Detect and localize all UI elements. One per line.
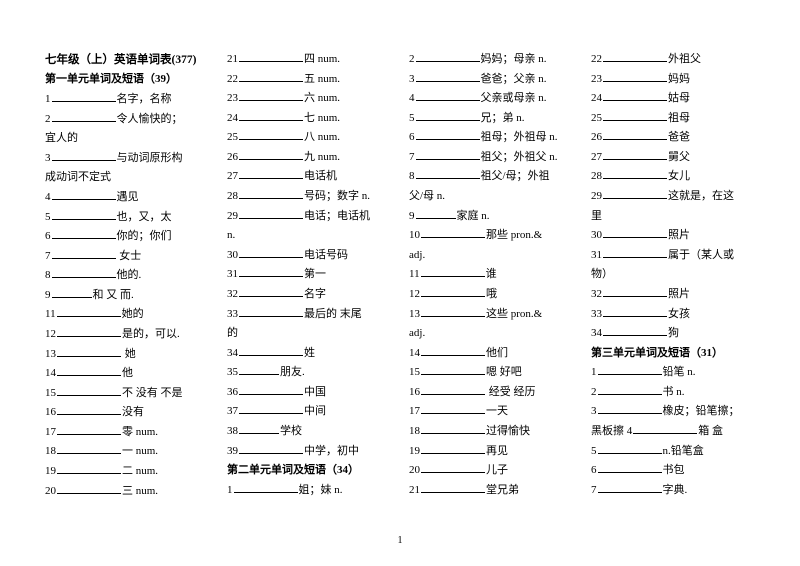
vocab-entry: 5兄；弟 n. — [409, 109, 573, 129]
vocab-entry: 29这就是，在这 — [591, 187, 755, 207]
vocab-entry: 18过得愉快 — [409, 422, 573, 442]
vocab-entry: 32照片 — [591, 285, 755, 305]
vocab-entry: 28女儿 — [591, 167, 755, 187]
vocab-entry: 7 女士 — [45, 247, 209, 267]
vocab-entry: 宜人的 — [45, 129, 209, 149]
vocab-entry: 7祖父；外祖父 n. — [409, 148, 573, 168]
vocab-entry: 33最后的 末尾 — [227, 305, 391, 325]
vocab-entry: 30电话号码 — [227, 246, 391, 266]
vocab-entry: 16 经受 经历 — [409, 383, 573, 403]
vocab-entry: 3橡皮；铅笔擦； — [591, 402, 755, 422]
vocab-entry: 16没有 — [45, 403, 209, 423]
vocab-entry: 4遇见 — [45, 188, 209, 208]
vocab-entry: 36中国 — [227, 383, 391, 403]
vocab-entry: 21四 num. — [227, 50, 391, 70]
vocab-entry: 34姓 — [227, 344, 391, 364]
page-container: 七年级（上）英语单词表(377)第一单元单词及短语（39）1名字，名称2令人愉快… — [0, 0, 800, 521]
vocab-entry: 28号码；数字 n. — [227, 187, 391, 207]
vocab-entry: 26爸爸 — [591, 128, 755, 148]
vocab-entry: 14他们 — [409, 344, 573, 364]
unit-3-heading: 第三单元单词及短语（31） — [591, 344, 755, 364]
vocab-entry: 15嗯 好吧 — [409, 363, 573, 383]
vocab-entry: 6祖母；外祖母 n. — [409, 128, 573, 148]
vocab-entry: 8祖父/母；外祖 — [409, 167, 573, 187]
vocab-entry: 24七 num. — [227, 109, 391, 129]
vocab-entry: adj. — [409, 246, 573, 266]
vocab-entry: 14他 — [45, 364, 209, 384]
vocab-entry: 19二 num. — [45, 462, 209, 482]
vocab-entry: 39中学，初中 — [227, 442, 391, 462]
column-1: 七年级（上）英语单词表(377)第一单元单词及短语（39）1名字，名称2令人愉快… — [45, 50, 209, 501]
vocab-entry: 的 — [227, 324, 391, 344]
vocab-entry: 11谁 — [409, 265, 573, 285]
vocab-entry: 父/母 n. — [409, 187, 573, 207]
vocab-entry: 13 她 — [45, 345, 209, 365]
vocab-entry: 9和 又 而. — [45, 286, 209, 306]
vocab-entry: 3爸爸；父亲 n. — [409, 70, 573, 90]
vocab-entry: 5n.铅笔盒 — [591, 442, 755, 462]
vocab-entry: 7字典. — [591, 481, 755, 501]
vocab-entry: 4父亲或母亲 n. — [409, 89, 573, 109]
vocab-entry: 10那些 pron.& — [409, 226, 573, 246]
vocab-entry: 23六 num. — [227, 89, 391, 109]
vocab-entry: 12哦 — [409, 285, 573, 305]
vocab-entry: 29电话；电话机 — [227, 207, 391, 227]
page-number: 1 — [0, 535, 800, 546]
vocab-entry: 32名字 — [227, 285, 391, 305]
vocab-entry: 成动词不定式 — [45, 168, 209, 188]
vocab-entry: 27电话机 — [227, 167, 391, 187]
unit-2-heading: 第二单元单词及短语（34） — [227, 461, 391, 481]
vocab-entry: 里 — [591, 207, 755, 227]
vocab-entry: 1姐；妹 n. — [227, 481, 391, 501]
vocab-entry: 27舅父 — [591, 148, 755, 168]
vocab-entry: 2妈妈；母亲 n. — [409, 50, 573, 70]
vocab-entry: 15不 没有 不是 — [45, 384, 209, 404]
vocab-entry: 21堂兄弟 — [409, 481, 573, 501]
vocab-entry: 6书包 — [591, 461, 755, 481]
vocab-entry: 26九 num. — [227, 148, 391, 168]
vocab-entry: 20三 num. — [45, 482, 209, 502]
vocab-entry: 8他的. — [45, 266, 209, 286]
vocab-entry: 物） — [591, 265, 755, 285]
vocab-entry: 31属于（某人或 — [591, 246, 755, 266]
vocab-entry: 9家庭 n. — [409, 207, 573, 227]
vocab-entry: 22外祖父 — [591, 50, 755, 70]
vocab-entry: 17零 num. — [45, 423, 209, 443]
vocab-entry: 6你的；你们 — [45, 227, 209, 247]
vocab-entry: 17一天 — [409, 402, 573, 422]
vocab-entry: 25八 num. — [227, 128, 391, 148]
unit-1-heading: 第一单元单词及短语（39） — [45, 70, 209, 90]
vocab-entry: 34狗 — [591, 324, 755, 344]
vocab-entry: 35朋友. — [227, 363, 391, 383]
vocab-entry: n. — [227, 226, 391, 246]
vocab-entry: 38学校 — [227, 422, 391, 442]
vocab-entry: 19再见 — [409, 442, 573, 462]
vocab-entry: 33女孩 — [591, 305, 755, 325]
vocab-entry: 25祖母 — [591, 109, 755, 129]
doc-title: 七年级（上）英语单词表(377) — [45, 50, 209, 70]
column-3: 2妈妈；母亲 n.3爸爸；父亲 n.4父亲或母亲 n.5兄；弟 n.6祖母；外祖… — [409, 50, 573, 501]
vocab-entry: 2书 n. — [591, 383, 755, 403]
vocab-entry: adj. — [409, 324, 573, 344]
vocab-entry: 31第一 — [227, 265, 391, 285]
vocab-entry: 1铅笔 n. — [591, 363, 755, 383]
vocab-entry: 37中间 — [227, 402, 391, 422]
vocab-entry: 5也，又，太 — [45, 208, 209, 228]
column-2: 21四 num.22五 num.23六 num.24七 num.25八 num.… — [227, 50, 391, 501]
vocab-entry: 1名字，名称 — [45, 90, 209, 110]
vocab-entry: 24姑母 — [591, 89, 755, 109]
vocab-entry: 20儿子 — [409, 461, 573, 481]
vocab-entry: 11她的 — [45, 305, 209, 325]
column-4: 22外祖父23妈妈24姑母25祖母26爸爸27舅父28女儿29这就是，在这里30… — [591, 50, 755, 501]
vocab-entry: 12是的，可以. — [45, 325, 209, 345]
vocab-entry: 2令人愉快的； — [45, 110, 209, 130]
vocab-entry: 黑板擦 4箱 盒 — [591, 422, 755, 442]
vocab-entry: 22五 num. — [227, 70, 391, 90]
vocab-entry: 23妈妈 — [591, 70, 755, 90]
vocab-entry: 18一 num. — [45, 442, 209, 462]
vocab-entry: 30照片 — [591, 226, 755, 246]
vocab-entry: 13这些 pron.& — [409, 305, 573, 325]
vocab-entry: 3与动词原形构 — [45, 149, 209, 169]
